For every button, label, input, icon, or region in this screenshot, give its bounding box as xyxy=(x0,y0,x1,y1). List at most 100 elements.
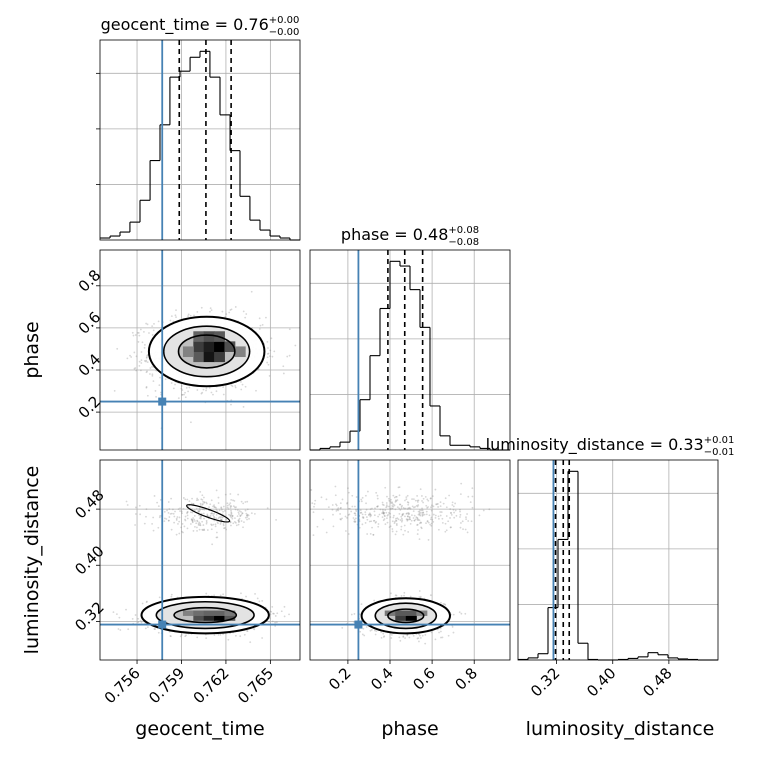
sample-point xyxy=(274,621,277,624)
sample-point xyxy=(394,594,397,597)
sample-point xyxy=(231,515,234,518)
sample-point xyxy=(227,638,230,641)
sample-point xyxy=(199,524,201,526)
sample-point xyxy=(141,341,144,344)
sample-point xyxy=(451,626,454,628)
sample-point xyxy=(213,594,216,597)
sample-point xyxy=(134,334,137,336)
density-cell xyxy=(224,610,236,616)
sample-point xyxy=(210,309,213,312)
sample-point xyxy=(286,355,289,358)
sample-point xyxy=(240,511,242,513)
sample-point xyxy=(230,399,233,402)
sample-point xyxy=(213,506,216,509)
sample-point xyxy=(199,508,202,511)
sample-point xyxy=(229,506,232,509)
sample-point xyxy=(125,500,128,503)
sample-point xyxy=(127,628,130,631)
sample-point xyxy=(215,513,218,516)
sample-point xyxy=(272,612,274,615)
sample-point xyxy=(186,512,188,515)
sample-point xyxy=(218,509,221,512)
sample-point xyxy=(239,514,242,517)
sample-point xyxy=(187,315,189,317)
sample-point xyxy=(159,391,162,394)
sample-point xyxy=(199,515,202,518)
sample-point xyxy=(200,515,203,518)
contour-line-secondary xyxy=(186,504,231,523)
sample-point xyxy=(222,386,224,388)
sample-point xyxy=(154,628,156,630)
sample-point xyxy=(240,388,243,391)
sample-point xyxy=(198,507,201,510)
sample-point xyxy=(187,390,190,393)
sample-point xyxy=(131,617,134,620)
sample-point xyxy=(210,523,213,526)
sample-point xyxy=(186,527,189,530)
density-cell xyxy=(234,346,246,358)
sample-point xyxy=(238,519,240,521)
density-cell xyxy=(203,341,215,352)
sample-point xyxy=(242,310,245,313)
sample-point xyxy=(200,498,203,501)
sample-point xyxy=(216,536,219,539)
sample-point xyxy=(202,512,205,515)
sample-point xyxy=(353,613,356,615)
sample-point xyxy=(418,522,421,525)
sample-point xyxy=(189,314,192,317)
sample-point xyxy=(186,517,189,520)
sample-point xyxy=(188,386,191,389)
sample-point xyxy=(222,593,225,596)
sample-point xyxy=(466,531,469,534)
sample-point xyxy=(196,529,198,532)
sample-point xyxy=(228,503,231,506)
sample-point xyxy=(199,504,202,507)
sample-point xyxy=(152,516,155,519)
sample-point xyxy=(246,518,248,521)
sample-point xyxy=(441,636,444,639)
sample-point xyxy=(174,314,177,317)
sample-point xyxy=(443,603,446,606)
sample-point xyxy=(184,391,186,394)
sample-point xyxy=(229,521,232,524)
x-tick-label: 0.759 xyxy=(145,664,188,707)
title-plus: +0.08 xyxy=(448,225,479,236)
sample-point xyxy=(213,634,216,636)
sample-point xyxy=(203,528,205,531)
sample-point xyxy=(239,515,242,517)
sample-point xyxy=(382,636,385,638)
sample-point xyxy=(181,523,184,525)
sample-point xyxy=(205,501,208,504)
sample-point xyxy=(246,508,249,511)
sample-point xyxy=(145,515,147,518)
sample-point xyxy=(159,499,162,501)
sample-point xyxy=(421,634,424,637)
sample-point xyxy=(230,403,232,406)
sample-point xyxy=(212,523,215,526)
sample-point xyxy=(213,506,216,508)
sample-point xyxy=(220,515,222,518)
sample-point xyxy=(203,517,205,520)
sample-point xyxy=(217,496,220,499)
sample-point xyxy=(112,611,115,614)
sample-point xyxy=(151,374,154,377)
sample-point xyxy=(236,509,239,511)
sample-point xyxy=(288,328,291,331)
sample-point xyxy=(222,524,225,527)
sample-point xyxy=(129,354,131,357)
sample-point xyxy=(230,505,233,508)
sample-point xyxy=(195,522,198,525)
sample-point xyxy=(447,634,450,637)
sample-point xyxy=(232,505,235,508)
sample-point xyxy=(191,521,194,524)
sample-point xyxy=(193,514,196,517)
density-cell xyxy=(193,615,205,621)
sample-point xyxy=(146,361,149,364)
sample-point xyxy=(219,516,222,519)
sample-point xyxy=(193,509,196,512)
sample-point xyxy=(288,613,290,616)
sample-point xyxy=(221,310,224,313)
sample-point xyxy=(234,517,236,520)
sample-point xyxy=(225,518,228,521)
